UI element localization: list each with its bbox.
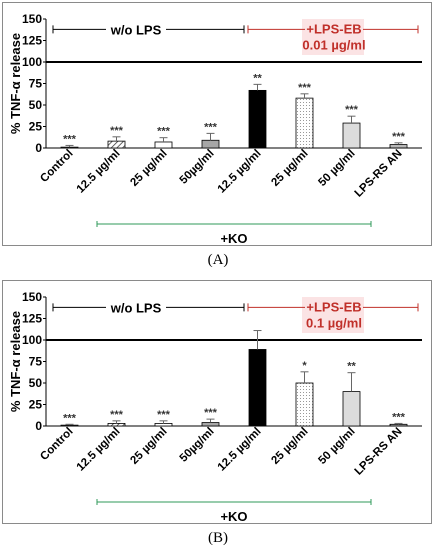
- significance-label: ***: [110, 125, 124, 137]
- lps-eb-concentration: 0.01 µg/ml: [302, 37, 365, 52]
- category-label: 50µg/ml: [178, 148, 217, 187]
- significance-label: ***: [392, 411, 406, 423]
- significance-label: ***: [63, 412, 77, 424]
- panel-b-frame: [2, 280, 432, 524]
- lps-eb-label: +LPS-EB: [306, 299, 361, 314]
- significance-label: ***: [110, 409, 124, 421]
- y-tick-label: 125: [22, 312, 42, 326]
- category-label: 25 µg/ml: [128, 426, 169, 467]
- bar: [248, 89, 267, 149]
- bar: [389, 144, 408, 149]
- bar: [107, 140, 126, 149]
- bar: [295, 97, 314, 149]
- significance-label: *: [302, 360, 307, 372]
- y-tick-label: 125: [22, 34, 42, 48]
- bar: [201, 139, 220, 149]
- bar: [295, 382, 314, 427]
- y-tick-label: 25: [29, 398, 43, 412]
- bar: [60, 424, 79, 427]
- bar: [389, 423, 408, 427]
- chart-b: % TNF-α release 0 25 50 75 100 125 150 w/o LPS +L…: [8, 290, 422, 524]
- bar: [342, 391, 361, 427]
- significance-label: ***: [204, 121, 218, 133]
- ko-label: +KO: [220, 509, 247, 524]
- y-tick-label: 150: [22, 12, 42, 26]
- bar: [248, 349, 267, 427]
- wo-lps-label: w/o LPS: [110, 300, 162, 315]
- y-tick-label: 75: [29, 355, 43, 369]
- category-label: LPS-RS AN: [353, 426, 405, 478]
- significance-label: **: [347, 361, 356, 373]
- category-label: Control: [38, 148, 75, 185]
- panel-b-label: (B): [208, 530, 228, 546]
- significance-label: ***: [392, 131, 406, 143]
- category-label: 12.5 µg/ml: [216, 148, 264, 196]
- category-label: 25 µg/ml: [128, 148, 169, 189]
- category-label: 50 µg/ml: [316, 426, 357, 467]
- bar: [154, 141, 173, 149]
- bar: [107, 423, 126, 427]
- category-label: Control: [38, 426, 75, 463]
- panel-a-label: (A): [207, 252, 229, 268]
- y-axis-label: % TNF-α release: [8, 311, 23, 412]
- significance-label: ***: [345, 104, 359, 116]
- category-label: 25 µg/ml: [269, 426, 310, 467]
- significance-label: ***: [63, 133, 77, 145]
- y-tick-label: 25: [29, 120, 43, 134]
- bar: [201, 422, 220, 427]
- y-axis-label: % TNF-α release: [8, 33, 23, 134]
- panel-a-frame: [2, 2, 432, 246]
- y-tick-label: 75: [29, 77, 43, 91]
- category-label: 25 µg/ml: [269, 148, 310, 189]
- bar: [342, 122, 361, 149]
- significance-label: **: [253, 72, 262, 84]
- category-label: LPS-RS AN: [353, 148, 405, 200]
- bar: [60, 146, 79, 149]
- significance-label: ***: [157, 126, 171, 138]
- ko-label: +KO: [220, 231, 247, 246]
- y-tick-label: 50: [29, 98, 43, 112]
- category-label: 50 µg/ml: [316, 148, 357, 189]
- category-label: 12.5 µg/ml: [75, 148, 123, 196]
- significance-label: ***: [298, 82, 312, 94]
- lps-eb-concentration: 0.1 µg/ml: [306, 315, 362, 330]
- panel-a: % TNF-α release 0 25 50 75 100 125 150 w/o LPS +L…: [0, 0, 436, 272]
- y-tick-label: 0: [35, 141, 42, 155]
- significance-label: ***: [157, 409, 171, 421]
- y-tick-label: 0: [35, 419, 42, 433]
- panel-b: % TNF-α release 0 25 50 75 100 125 150 w/o LPS +L…: [0, 278, 436, 550]
- wo-lps-label: w/o LPS: [110, 22, 162, 37]
- significance-label: ***: [204, 407, 218, 419]
- category-label: 12.5 µg/ml: [75, 426, 123, 474]
- y-tick-label: 100: [22, 333, 42, 347]
- bar: [154, 423, 173, 427]
- chart-a: % TNF-α release 0 25 50 75 100 125 150 w/o LPS +L…: [8, 12, 422, 246]
- lps-eb-label: +LPS-EB: [306, 21, 361, 36]
- y-tick-label: 100: [22, 55, 42, 69]
- y-tick-label: 50: [29, 376, 43, 390]
- y-tick-label: 150: [22, 290, 42, 304]
- category-label: 12.5 µg/ml: [216, 426, 264, 474]
- category-label: 50µg/ml: [178, 426, 217, 465]
